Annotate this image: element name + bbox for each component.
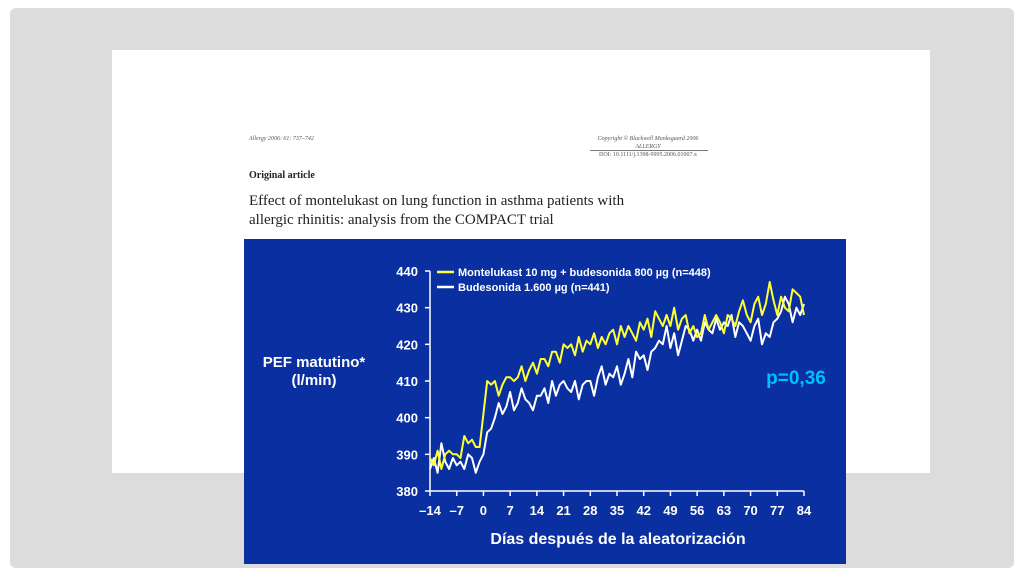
x-tick-label: 70: [743, 503, 757, 518]
axes-layer: [429, 271, 804, 492]
y-tick-label: 400: [396, 411, 418, 426]
x-tick-label: –14: [419, 503, 441, 518]
y-axis-label-line-2: (l/min): [292, 372, 337, 389]
x-tick-label: 14: [530, 503, 545, 518]
series-line-montelukast: [429, 281, 805, 470]
x-tick-label: 28: [583, 503, 597, 518]
x-tick-label: 84: [797, 503, 812, 518]
article-type: Original article: [249, 170, 315, 181]
y-tick-label: 390: [396, 447, 418, 462]
x-tick-label: 0: [480, 503, 487, 518]
y-tick-label: 380: [396, 484, 418, 499]
series-layer: [429, 281, 805, 474]
x-tick-label: 56: [690, 503, 704, 518]
paper-title-line-1: Effect of montelukast on lung function i…: [249, 193, 625, 209]
x-tick-label: 63: [717, 503, 731, 518]
p-value-annotation: p=0,36: [766, 368, 826, 389]
x-tick-label: 21: [556, 503, 570, 518]
x-axis-label: Días después de la aleatorización: [490, 531, 745, 548]
journal-reference: Allergy 2006: 61: 737–742: [249, 136, 314, 142]
doi-divider: [590, 150, 708, 151]
y-axis-label-line-1: PEF matutino*: [263, 354, 366, 371]
pef-line-chart: 380 390 400 410 420 430 440 –14 –7 0 7 14 21 28 35 42 4…: [263, 264, 826, 548]
doi-text: DOI: 10.1111/j.1398-9995.2006.01007.x: [599, 152, 697, 158]
x-tick-label: 49: [663, 503, 677, 518]
legend: Montelukast 10 mg + budesonida 800 µg (n…: [437, 267, 711, 294]
x-tick-label: –7: [449, 503, 463, 518]
copyright-notice: Copyright © Blackwell Munksgaard 2006: [597, 136, 699, 142]
chart-panel: 380 390 400 410 420 430 440 –14 –7 0 7 14 21 28 35 42 4…: [244, 239, 846, 564]
x-tick-label: 7: [507, 503, 514, 518]
paper-title-line-2: allergic rhinitis: analysis from the COM…: [249, 212, 554, 228]
x-ticks: –14 –7 0 7 14 21 28 35 42 49 56 63 70 77 84: [419, 491, 812, 518]
y-tick-label: 430: [396, 301, 418, 316]
x-tick-label: 42: [636, 503, 650, 518]
x-tick-label: 77: [770, 503, 784, 518]
legend-label: Montelukast 10 mg + budesonida 800 µg (n…: [458, 267, 711, 279]
y-tick-label: 410: [396, 374, 418, 389]
legend-label: Budesonida 1.600 µg (n=441): [458, 282, 610, 294]
y-tick-label: 420: [396, 337, 418, 352]
journal-name: ALLERGY: [635, 144, 661, 150]
x-tick-label: 35: [610, 503, 624, 518]
y-tick-label: 440: [396, 264, 418, 279]
series-line-budesonida: [429, 295, 805, 474]
y-ticks: 380 390 400 410 420 430 440: [396, 264, 430, 499]
